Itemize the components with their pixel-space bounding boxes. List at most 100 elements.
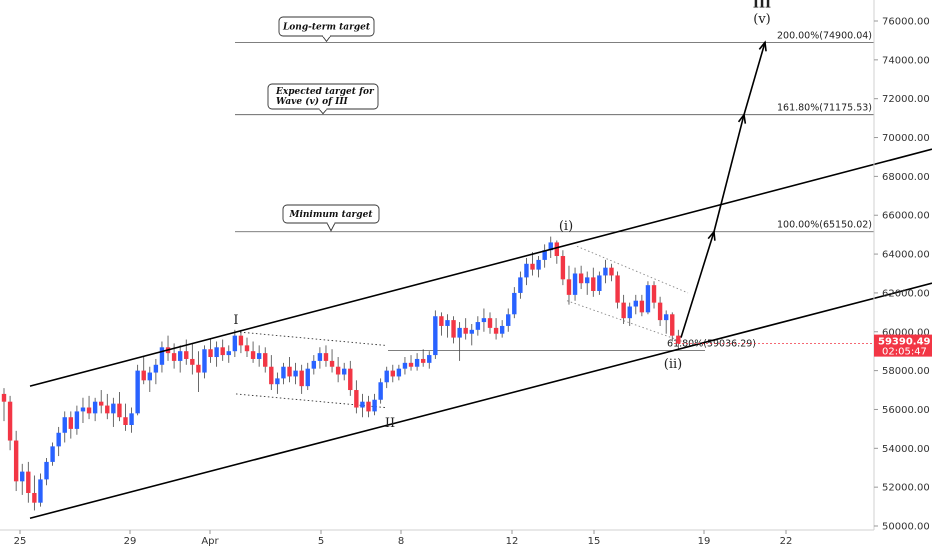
wave-label: (ii) (664, 357, 682, 372)
candle-body (524, 263, 529, 278)
candle-body (129, 413, 134, 425)
candle-body (32, 492, 37, 503)
projection-segment (713, 114, 745, 232)
candle-body (263, 353, 268, 367)
candle-body (348, 368, 353, 391)
candle-body (190, 358, 195, 365)
candle-body (226, 351, 231, 356)
candle-body (475, 322, 481, 330)
candle-body (256, 353, 262, 359)
candle-body (457, 327, 462, 338)
candle-body (354, 390, 359, 408)
candle-body (609, 267, 614, 276)
candle-body (232, 335, 238, 352)
dotted-trendline (576, 245, 689, 294)
y-tick-label: 66000.00 (882, 211, 930, 222)
candle-body (323, 353, 329, 361)
x-tick-label: 29 (124, 536, 137, 547)
y-tick-label: 52000.00 (882, 483, 930, 494)
y-tick-label: 74000.00 (882, 55, 930, 66)
current-price-tag (874, 334, 932, 357)
y-tick-label: 62000.00 (882, 288, 930, 299)
candle-body (651, 285, 657, 303)
candle-body (335, 366, 341, 375)
callout-pointer (322, 35, 331, 43)
candle-body (7, 401, 13, 441)
candle-body (512, 292, 517, 315)
candle-body (13, 440, 19, 482)
dotted-trendline (235, 393, 386, 408)
candle-body (214, 347, 219, 358)
candle-body (518, 277, 523, 293)
dotted-trendline (566, 300, 689, 344)
y-tick-label: 64000.00 (882, 250, 930, 261)
fib-level-label: 200.00%(74900.04) (777, 30, 872, 41)
candle-body (147, 372, 152, 381)
candle-body (220, 347, 225, 356)
candle-body (287, 366, 292, 377)
candle-body (38, 479, 43, 503)
x-axis: 25 29 Apr 5 8 12 15 19 22 (0, 529, 874, 547)
candle-body (633, 300, 638, 307)
projection-segment (680, 231, 715, 338)
candle-body (445, 320, 450, 326)
candle-body (80, 407, 86, 412)
candle-body (238, 335, 244, 346)
candle-body (171, 353, 177, 361)
wave-label: (v) (753, 12, 771, 27)
candle-body (317, 353, 323, 361)
candle-body (657, 302, 663, 321)
channel-lower-line (29, 282, 932, 520)
candle-body (530, 263, 535, 270)
candle-body (560, 256, 566, 280)
plot-area: 200.00%(74900.04) 161.80%(71175.53) 100.00… (1, 0, 932, 520)
callout-text: Long-term target (282, 23, 371, 33)
candle-body (542, 250, 547, 260)
candle-body (366, 401, 371, 412)
candle-body (159, 347, 165, 365)
candle-body (396, 368, 402, 377)
candle-body (639, 300, 645, 313)
callout-pointer (318, 108, 328, 115)
x-tick-label: 8 (398, 536, 404, 547)
candle-body (384, 370, 389, 383)
candle-body (342, 368, 347, 375)
channel-upper-line (29, 148, 932, 387)
candle-body (62, 417, 67, 433)
candle-body (597, 275, 602, 291)
candle-body (463, 327, 468, 334)
candle-body (74, 411, 80, 429)
candle-body (506, 314, 511, 326)
candle-body (299, 370, 304, 387)
y-tick-label: 54000.00 (882, 444, 930, 455)
x-tick-label: 19 (698, 536, 711, 547)
candle-body (451, 320, 456, 338)
candle-body (275, 378, 280, 385)
candle-body (153, 364, 159, 373)
candle-body (603, 267, 608, 276)
candle-body (378, 382, 383, 400)
candle-body (566, 279, 572, 295)
candle-body (202, 349, 207, 373)
y-tick-label: 76000.00 (882, 17, 930, 28)
candle-body (433, 316, 438, 356)
candle-body (493, 327, 499, 334)
candle-body (591, 277, 596, 291)
candle-body (117, 403, 122, 418)
x-tick-label: 22 (780, 536, 793, 547)
candle-body (548, 242, 553, 251)
x-tick-label: 15 (588, 536, 601, 547)
candle-body (572, 273, 578, 295)
candle-body (414, 358, 420, 367)
projection-segment (743, 42, 766, 115)
fib-level-label: 161.80%(71175.53) (777, 103, 872, 114)
candle-body (621, 302, 626, 319)
candle-body (469, 329, 474, 334)
candle-body (329, 360, 335, 367)
candle-body (269, 366, 274, 385)
candle-body (487, 318, 493, 328)
candle-body (481, 318, 487, 323)
candle-body (250, 351, 256, 359)
wave-label: (i) (559, 219, 573, 234)
